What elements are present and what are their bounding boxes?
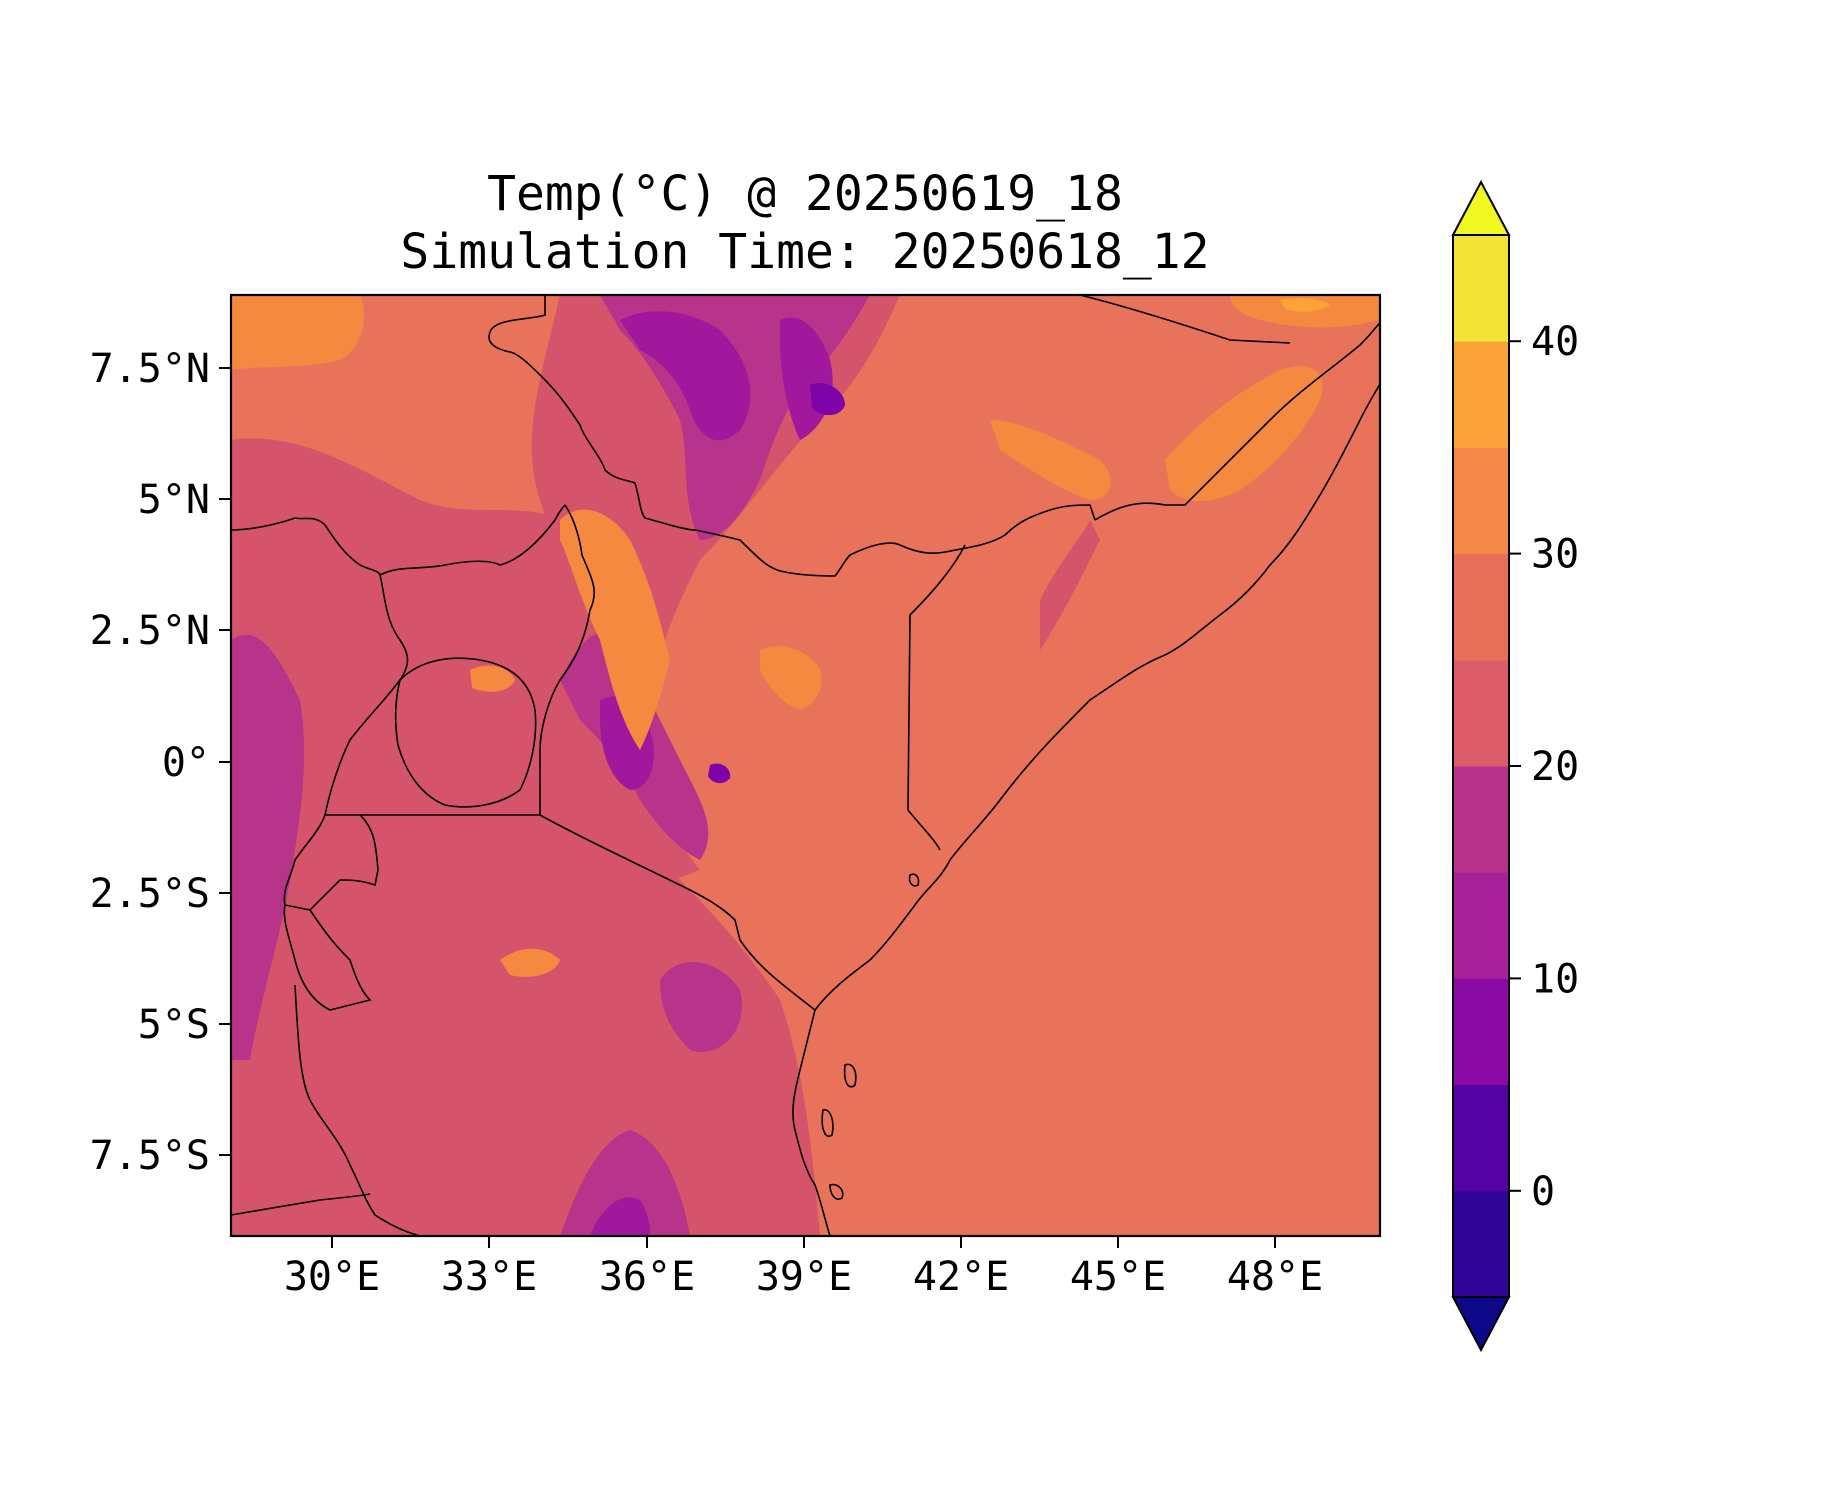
band-5-10-core2 [708, 763, 731, 784]
band-30-35-somalia-north [1165, 366, 1323, 502]
lat-tick-label: 7.5°N [90, 346, 210, 392]
band-15-20-west [231, 634, 305, 1060]
lon-tick-label: 30°E [284, 1254, 380, 1300]
colorbar: 0 10 20 30 40 [1451, 179, 1579, 1353]
lat-tick-label: 7.5°S [90, 1133, 210, 1179]
island-lamu [908, 873, 920, 887]
lon-axis: 30°E 33°E 36°E 39°E 42°E 45°E 48°E [284, 1236, 1323, 1300]
band-20-25-sw [700, 1000, 820, 1236]
border-rwanda-burundi [283, 814, 379, 911]
colorbar-band [1453, 1190, 1509, 1298]
island-mafia [829, 1183, 844, 1200]
border-somalia-ethiopia [1094, 321, 1380, 521]
map-title-line2: Simulation Time: 20250618_12 [400, 224, 1209, 280]
lat-tick-label: 2.5°S [90, 871, 210, 917]
border-kenya-tanzania [539, 814, 816, 1011]
band-30-35-kenya-coast [500, 948, 560, 977]
border-burundi-tanzania [283, 904, 372, 1011]
island-zanzibar [843, 1063, 857, 1088]
lat-tick-label: 5°S [138, 1002, 210, 1048]
island-pemba [821, 1109, 834, 1137]
band-10-15-north [620, 311, 751, 441]
band-20-25-west [231, 438, 820, 1236]
border-kenya-somalia [907, 544, 966, 851]
lat-tick-label: 2.5°N [90, 608, 210, 654]
band-15-20-south [560, 1130, 690, 1236]
colorbar-band [1453, 447, 1509, 555]
lake-victoria [394, 657, 537, 808]
colorbar-extend-bottom [1451, 1296, 1511, 1353]
colorbar-band [1453, 659, 1509, 767]
colorbar-tick-label: 30 [1531, 532, 1579, 578]
colorbar-band [1453, 978, 1509, 1086]
colorbar-extend-top [1451, 179, 1511, 236]
border-car-drc [231, 517, 381, 576]
border-south-sudan-uganda [379, 504, 566, 576]
border-south-sudan-ethiopia [488, 295, 1096, 577]
colorbar-tick-label: 0 [1531, 1169, 1555, 1215]
lon-tick-label: 39°E [756, 1254, 852, 1300]
colorbar-band [1453, 872, 1509, 979]
colorbar-band [1453, 341, 1509, 448]
band-30-35-uganda [470, 665, 515, 692]
colorbar-band [1453, 766, 1509, 873]
coastline-east-africa [814, 382, 1380, 1011]
temperature-map [231, 295, 1380, 1236]
border-uganda-kenya [539, 504, 595, 815]
lon-tick-label: 48°E [1227, 1254, 1323, 1300]
lon-tick-label: 33°E [441, 1254, 537, 1300]
band-30-35-ogaden [990, 420, 1111, 500]
colorbar-tick-label: 20 [1531, 744, 1579, 790]
border-zambia-malawi [231, 1193, 371, 1216]
colorbar-band [1453, 1084, 1509, 1192]
band-30-35-sudan [231, 295, 364, 370]
lon-tick-label: 42°E [913, 1254, 1009, 1300]
country-borders [231, 295, 1380, 1236]
border-tanzania-zambia [294, 984, 421, 1236]
border-somalia-north [1079, 295, 1291, 344]
coastline-tanzania [792, 1009, 831, 1236]
map-title-line1: Temp(°C) @ 20250619_18 [487, 166, 1123, 222]
colorbar-tick-label: 40 [1531, 319, 1579, 365]
map-frame [229, 293, 1382, 1238]
band-20-25-east-ridge [1040, 520, 1100, 650]
lon-tick-label: 45°E [1070, 1254, 1166, 1300]
colorbar-band [1453, 235, 1509, 342]
colorbar-tick-label: 10 [1531, 956, 1579, 1002]
lat-axis: 7.5°N 5°N 2.5°N 0° 2.5°S 5°S 7.5°S [90, 346, 231, 1179]
band-15-20-central [660, 961, 742, 1052]
band-35-40-ne [1280, 297, 1330, 312]
lat-tick-label: 5°N [138, 477, 210, 523]
lon-tick-label: 36°E [599, 1254, 695, 1300]
band-30-35-ne-kenya [760, 646, 822, 710]
band-5-10-core1 [810, 382, 845, 416]
lat-tick-label: 0° [162, 740, 210, 786]
colorbar-band [1453, 553, 1509, 661]
band-10-15-south [590, 1197, 650, 1236]
